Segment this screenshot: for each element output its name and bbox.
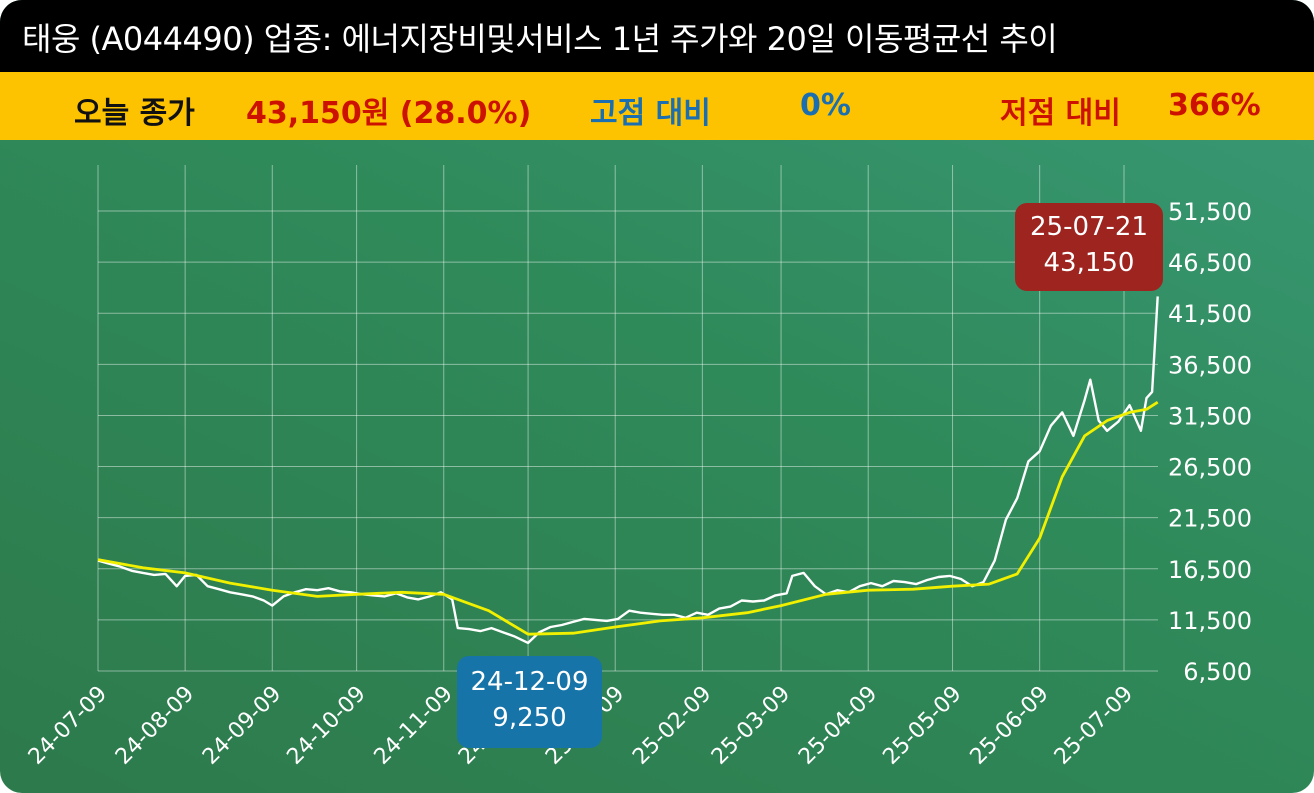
- x-tick-label: 25-06-09: [966, 681, 1054, 769]
- y-tick-label: 36,500: [1168, 351, 1252, 379]
- x-tick-label: 24-09-09: [198, 681, 286, 769]
- x-tick-label: 24-07-09: [24, 681, 112, 769]
- low-annotation: 24-12-09 9,250: [457, 656, 602, 748]
- stats-bar: 오늘 종가 43,150원 (28.0%) 고점 대비 0% 저점 대비 366…: [0, 72, 1314, 140]
- y-tick-label: 11,500: [1168, 607, 1252, 635]
- y-tick-label: 51,500: [1168, 198, 1252, 226]
- high-compare-value: 0%: [800, 88, 851, 123]
- high-annotation-date: 25-07-21: [1029, 212, 1148, 242]
- x-tick-label: 25-05-09: [878, 681, 966, 769]
- low-annotation-value: 9,250: [492, 703, 567, 733]
- low-compare-label: 저점 대비: [1000, 96, 1121, 131]
- x-tick-label: 25-04-09: [794, 681, 882, 769]
- low-annotation-date: 24-12-09: [470, 667, 589, 697]
- y-tick-label: 26,500: [1168, 454, 1252, 482]
- x-tick-label: 24-10-09: [282, 681, 370, 769]
- x-tick-label: 25-07-09: [1050, 681, 1138, 769]
- x-tick-label: 24-08-09: [111, 681, 199, 769]
- series-lines: [97, 296, 1159, 645]
- y-axis-labels: 6,500 11,500 16,500 21,500 26,500 31,500 36,50…: [1168, 198, 1252, 686]
- high-annotation-value: 43,150: [1043, 248, 1135, 278]
- title-bar: 태웅 (A044490) 업종: 에너지장비및서비스 1년 주가와 20일 이동…: [0, 0, 1314, 72]
- y-tick-label: 41,500: [1168, 300, 1252, 328]
- moving-average-line: [97, 401, 1159, 636]
- y-tick-label: 16,500: [1168, 556, 1252, 584]
- price-line: [97, 296, 1159, 645]
- high-compare-label: 고점 대비: [590, 96, 711, 131]
- y-tick-label: 46,500: [1168, 249, 1252, 277]
- close-price-value: 43,150원 (28.0%): [246, 96, 532, 131]
- low-compare-value: 366%: [1168, 88, 1261, 123]
- y-tick-label: 21,500: [1168, 505, 1252, 533]
- y-tick-label: 31,500: [1168, 402, 1252, 430]
- grid: [97, 165, 1158, 672]
- chart-title: 태웅 (A044490) 업종: 에너지장비및서비스 1년 주가와 20일 이동…: [22, 20, 1058, 58]
- high-annotation: 25-07-21 43,150: [1015, 203, 1163, 291]
- x-tick-label: 24-11-09: [370, 681, 458, 769]
- x-tick-label: 25-03-09: [707, 681, 795, 769]
- x-tick-label: 25-02-09: [628, 681, 716, 769]
- y-tick-label: 6,500: [1183, 658, 1252, 686]
- close-price-label: 오늘 종가: [74, 96, 195, 131]
